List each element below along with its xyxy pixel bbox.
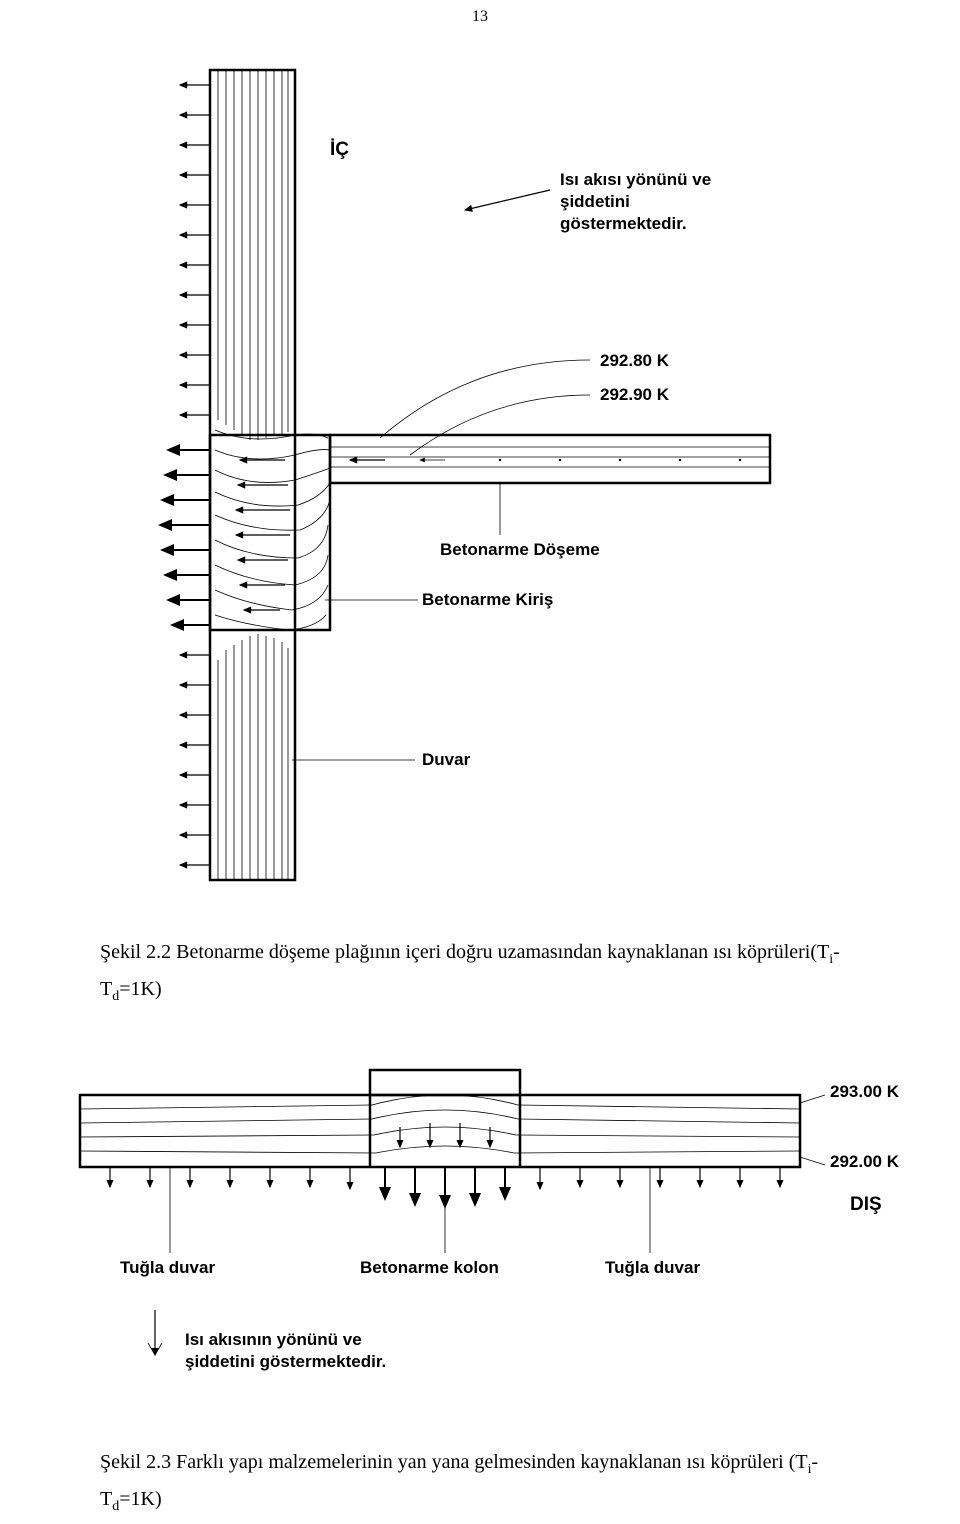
- heat-note-f2-line2: şiddetini göstermektedir.: [185, 1352, 386, 1371]
- slab-label: Betonarme Döşeme: [440, 540, 600, 559]
- brick-left-label: Tuğla duvar: [120, 1258, 215, 1277]
- temp2-f2: 292.00 K: [830, 1152, 900, 1171]
- left-arrows: [160, 85, 210, 865]
- caption1-suffix: =1K): [119, 978, 161, 1000]
- figure-2-2: İÇ Isı akısı yönünü ve şiddetini gösterm…: [120, 60, 840, 910]
- caption-figure-2-3: Şekil 2.3 Farklı yapı malzemelerinin yan…: [100, 1445, 860, 1519]
- beam-label: Betonarme Kiriş: [422, 590, 553, 609]
- heat-note-line3: göstermektedir.: [560, 214, 687, 233]
- page-number: 13: [472, 8, 488, 26]
- heat-note-line2: şiddetini: [560, 192, 630, 211]
- caption2-text: Şekil 2.3 Farklı yapı malzemelerinin yan…: [100, 1451, 808, 1473]
- temp1-label: 292.80 K: [600, 351, 670, 370]
- column-label: Betonarme kolon: [360, 1258, 499, 1277]
- temp1-f2: 293.00 K: [830, 1082, 900, 1101]
- ic-label: İÇ: [330, 139, 349, 160]
- heat-note-f2-line1: Isı akısının yönünü ve: [185, 1330, 362, 1349]
- heat-note-line1: Isı akısı yönünü ve: [560, 170, 711, 189]
- brick-right-label: Tuğla duvar: [605, 1258, 700, 1277]
- dis-label: DIŞ: [850, 1194, 882, 1215]
- caption1-prefix: Şekil 2.2 Betonarme döşeme plağının içer…: [100, 941, 829, 963]
- temp2-label: 292.90 K: [600, 385, 670, 404]
- wall-label: Duvar: [422, 750, 471, 769]
- caption-figure-2-2: Şekil 2.2 Betonarme döşeme plağının içer…: [100, 935, 860, 1009]
- figure-2-3: 293.00 K 292.00 K DIŞ Tuğla duvar Betona…: [60, 1035, 900, 1415]
- caption2-suffix: =1K): [119, 1488, 161, 1510]
